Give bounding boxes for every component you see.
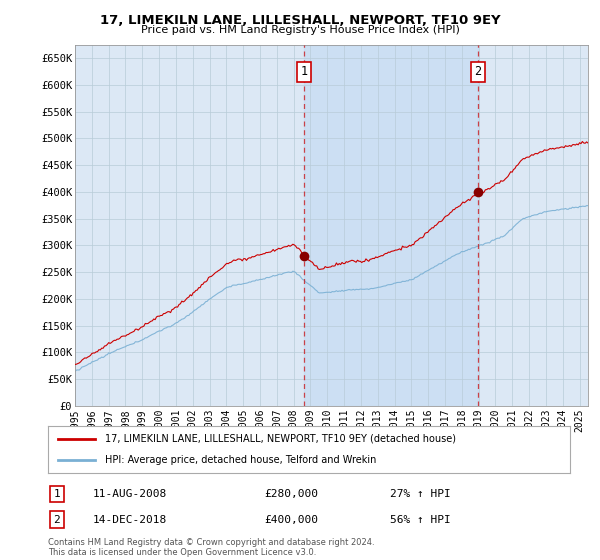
Text: £280,000: £280,000 (264, 489, 318, 499)
Text: 2: 2 (53, 515, 61, 525)
Text: £400,000: £400,000 (264, 515, 318, 525)
Text: Contains HM Land Registry data © Crown copyright and database right 2024.
This d: Contains HM Land Registry data © Crown c… (48, 538, 374, 557)
Text: 17, LIMEKILN LANE, LILLESHALL, NEWPORT, TF10 9EY: 17, LIMEKILN LANE, LILLESHALL, NEWPORT, … (100, 14, 500, 27)
Text: 56% ↑ HPI: 56% ↑ HPI (390, 515, 451, 525)
Text: Price paid vs. HM Land Registry's House Price Index (HPI): Price paid vs. HM Land Registry's House … (140, 25, 460, 35)
Text: HPI: Average price, detached house, Telford and Wrekin: HPI: Average price, detached house, Telf… (106, 455, 377, 465)
Text: 1: 1 (301, 66, 307, 78)
Text: 17, LIMEKILN LANE, LILLESHALL, NEWPORT, TF10 9EY (detached house): 17, LIMEKILN LANE, LILLESHALL, NEWPORT, … (106, 434, 457, 444)
Text: 27% ↑ HPI: 27% ↑ HPI (390, 489, 451, 499)
Text: 2: 2 (474, 66, 481, 78)
Text: 11-AUG-2008: 11-AUG-2008 (93, 489, 167, 499)
Text: 14-DEC-2018: 14-DEC-2018 (93, 515, 167, 525)
Bar (304, 45, 478, 406)
Text: 1: 1 (53, 489, 61, 499)
